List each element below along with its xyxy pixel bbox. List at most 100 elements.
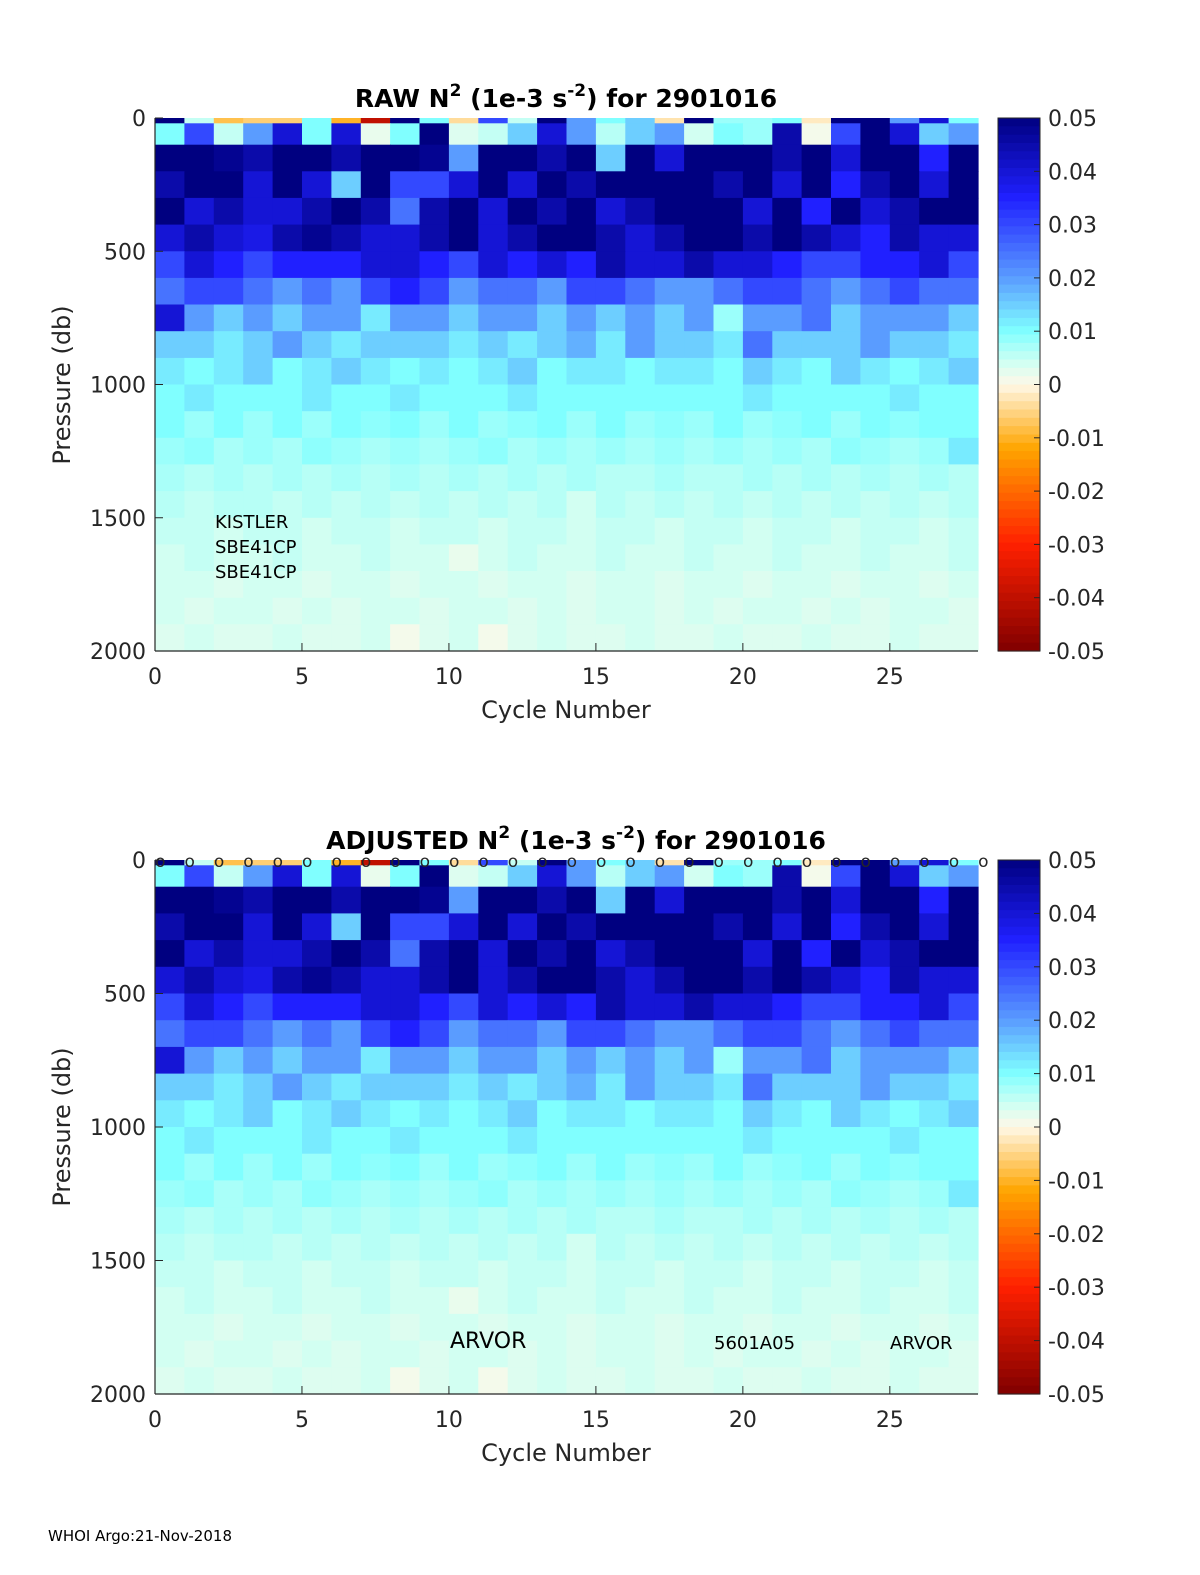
heatmap-cell — [654, 865, 685, 888]
heatmap-cell — [537, 1233, 568, 1262]
heatmap-cell — [184, 860, 215, 866]
heatmap-cell — [919, 886, 950, 914]
heatmap-cell — [860, 331, 891, 359]
heatmap-cell — [184, 437, 215, 465]
heatmap-cell — [625, 1046, 656, 1075]
heatmap-cell — [889, 1367, 920, 1395]
heatmap-cell — [595, 993, 626, 1021]
heatmap-cell — [302, 597, 332, 625]
colorbar-segment — [998, 1385, 1040, 1395]
colorbar-segment — [998, 576, 1040, 585]
heatmap-cell — [772, 331, 803, 359]
heatmap-cell — [713, 197, 744, 226]
heatmap-cell — [272, 913, 303, 941]
heatmap-cell — [448, 491, 479, 519]
qc-marker: o — [625, 852, 635, 872]
heatmap-cell — [566, 1046, 597, 1075]
adjusted-annotation-2: 5601A05 — [714, 1333, 795, 1354]
heatmap-cell — [860, 993, 891, 1021]
heatmap-cell — [272, 544, 303, 572]
heatmap-cell — [331, 1313, 362, 1342]
heatmap-cell — [919, 251, 950, 279]
heatmap-cell — [889, 171, 920, 199]
heatmap-cell — [478, 1020, 509, 1048]
heatmap-cell — [860, 1073, 891, 1101]
heatmap-cell — [742, 437, 773, 465]
heatmap-cell — [155, 304, 185, 332]
heatmap-cell — [742, 1233, 773, 1262]
heatmap-cell — [213, 1127, 244, 1155]
heatmap-cell — [742, 940, 773, 968]
heatmap-cell — [684, 277, 715, 306]
heatmap-cell — [419, 224, 450, 252]
colorbar-segment — [998, 1277, 1040, 1287]
heatmap-cell — [654, 118, 685, 124]
heatmap-cell — [625, 357, 656, 386]
heatmap-cell — [713, 331, 744, 359]
heatmap-cell — [272, 144, 303, 172]
heatmap-cell — [948, 597, 979, 625]
heatmap-cell — [302, 940, 332, 968]
heatmap-cell — [566, 886, 597, 914]
heatmap-cell — [478, 118, 509, 124]
heatmap-cell — [302, 224, 332, 252]
heatmap-cell — [272, 357, 303, 386]
heatmap-cell — [654, 1367, 685, 1395]
heatmap-cell — [360, 1233, 391, 1262]
heatmap-cell — [860, 1340, 891, 1368]
heatmap-cell — [272, 966, 303, 995]
heatmap-cell — [448, 571, 479, 599]
heatmap-cell — [478, 357, 509, 386]
heatmap-cell — [919, 171, 950, 199]
colorbar-segment — [998, 234, 1040, 244]
heatmap-cell — [448, 123, 479, 146]
heatmap-cell — [684, 1340, 715, 1368]
heatmap-cell — [889, 517, 920, 546]
heatmap-cell — [595, 571, 626, 599]
heatmap-cell — [390, 1233, 421, 1262]
heatmap-cell — [419, 1287, 450, 1315]
heatmap-cell — [243, 993, 274, 1021]
heatmap-cell — [831, 966, 861, 995]
heatmap-cell — [566, 1207, 597, 1235]
heatmap-cell — [213, 1260, 244, 1288]
heatmap-cell — [243, 144, 274, 172]
heatmap-cell — [948, 544, 979, 572]
heatmap-cell — [331, 1100, 362, 1128]
heatmap-cell — [595, 251, 626, 279]
heatmap-cell — [331, 1020, 362, 1048]
heatmap-cell — [831, 123, 861, 146]
heatmap-cell — [448, 1207, 479, 1235]
x-tick-label: 10 — [435, 665, 463, 690]
heatmap-cell — [331, 437, 362, 465]
colorbar-segment — [998, 901, 1040, 911]
heatmap-cell — [860, 571, 891, 599]
heatmap-cell — [860, 1153, 891, 1181]
heatmap-cell — [831, 437, 861, 465]
heatmap-cell — [889, 544, 920, 572]
heatmap-cell — [537, 624, 568, 652]
heatmap-cell — [448, 224, 479, 252]
heatmap-cell — [419, 571, 450, 599]
heatmap-cell — [302, 1287, 332, 1315]
heatmap-cell — [713, 624, 744, 652]
heatmap-cell — [507, 1233, 538, 1262]
colorbar-segment — [998, 1202, 1040, 1211]
heatmap-cell — [684, 597, 715, 625]
x-tick-label: 25 — [876, 1408, 904, 1433]
heatmap-cell — [889, 277, 920, 306]
heatmap-cell — [772, 571, 803, 599]
heatmap-cell — [478, 277, 509, 306]
colorbar-segment — [998, 1093, 1040, 1103]
heatmap-cell — [742, 144, 773, 172]
heatmap-cell — [742, 993, 773, 1021]
qc-marker: o — [684, 852, 694, 872]
heatmap-cell — [419, 1046, 450, 1075]
heatmap-cell — [390, 1127, 421, 1155]
qc-marker: o — [508, 852, 518, 872]
heatmap-cell — [507, 464, 538, 492]
heatmap-cell — [801, 1367, 832, 1395]
heatmap-cell — [595, 144, 626, 172]
heatmap-cell — [331, 171, 362, 199]
heatmap-cell — [243, 597, 274, 625]
